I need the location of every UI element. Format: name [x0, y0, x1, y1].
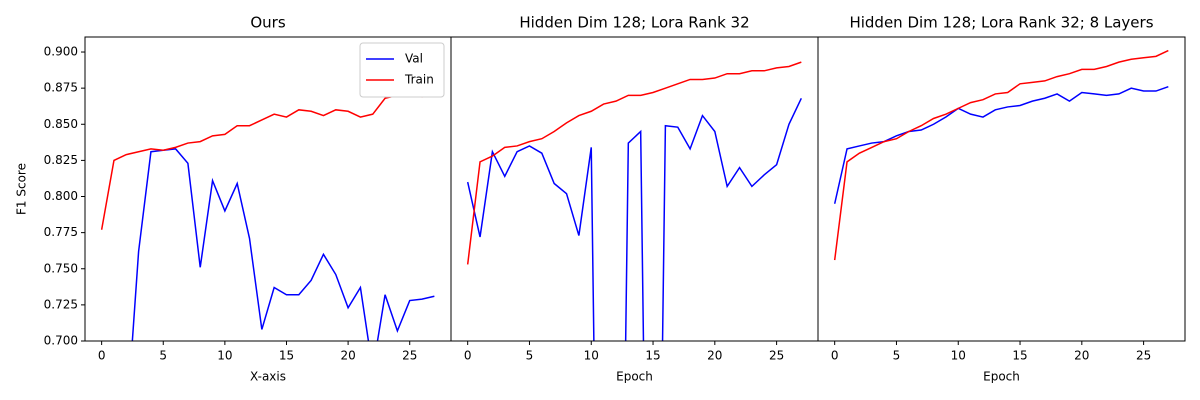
y-tick-label: 0.700: [44, 334, 78, 348]
x-tick-label: 5: [159, 349, 167, 363]
chart-title: Hidden Dim 128; Lora Rank 32: [519, 14, 749, 32]
x-axis-label: X-axis: [250, 370, 286, 384]
legend-label: Val: [405, 52, 423, 66]
x-tick-label: 15: [1012, 349, 1027, 363]
x-tick-label: 0: [98, 349, 106, 363]
x-tick-label: 20: [340, 349, 355, 363]
chart-title: Ours: [250, 14, 285, 32]
x-axis-label: Epoch: [616, 370, 653, 384]
x-tick-label: 5: [893, 349, 901, 363]
line-series: [466, 97, 802, 341]
plot-area: [100, 91, 435, 341]
axes-frame: [450, 36, 819, 342]
x-tick-label: 10: [584, 349, 599, 363]
legend-label: Train: [404, 73, 434, 87]
line-series: [833, 85, 1169, 204]
x-tick-label: 5: [526, 349, 534, 363]
x-tick-label: 20: [707, 349, 722, 363]
y-tick-label: 0.900: [44, 45, 78, 59]
x-tick-label: 15: [279, 349, 294, 363]
y-tick-label: 0.750: [44, 261, 78, 275]
x-tick-label: 0: [464, 349, 472, 363]
line-series: [833, 49, 1169, 261]
y-tick-label: 0.825: [44, 153, 78, 167]
x-tick-label: 25: [1136, 349, 1151, 363]
plot-area: [466, 61, 802, 341]
y-tick-label: 0.775: [44, 225, 78, 239]
y-tick-label: 0.850: [44, 117, 78, 131]
x-tick-label: 25: [769, 349, 784, 363]
y-tick-label: 0.800: [44, 189, 78, 203]
y-tick-label: 0.875: [44, 81, 78, 95]
axes-frame: [817, 36, 1186, 342]
x-tick-label: 10: [217, 349, 232, 363]
x-axis-label: Epoch: [983, 370, 1020, 384]
y-tick-label: 0.725: [44, 297, 78, 311]
y-axis-label: F1 Score: [15, 163, 29, 215]
line-series: [131, 148, 435, 341]
x-tick-label: 20: [1074, 349, 1089, 363]
x-tick-label: 15: [645, 349, 660, 363]
chart-title: Hidden Dim 128; Lora Rank 32; 8 Layers: [849, 14, 1153, 32]
line-series: [100, 91, 435, 230]
legend-box: [359, 42, 445, 98]
x-tick-label: 0: [831, 349, 839, 363]
x-tick-label: 10: [951, 349, 966, 363]
plot-area: [833, 49, 1169, 261]
line-series: [466, 61, 802, 265]
x-tick-label: 25: [402, 349, 417, 363]
